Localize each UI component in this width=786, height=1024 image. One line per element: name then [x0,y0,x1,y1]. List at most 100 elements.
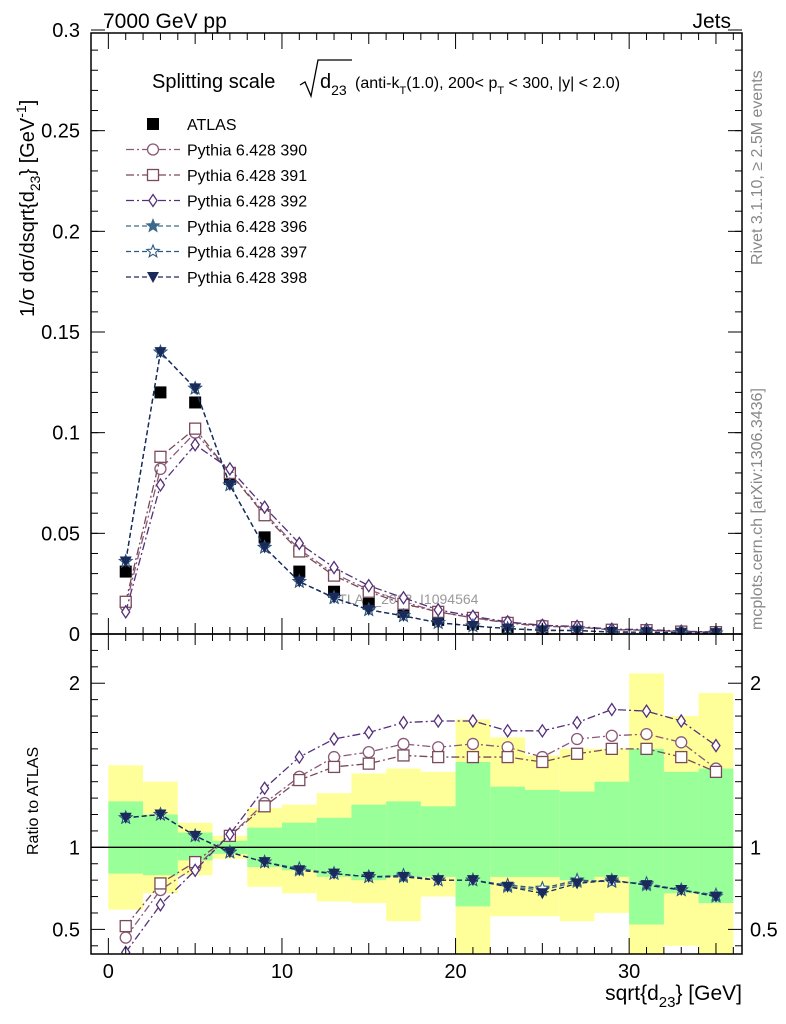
process-label: Jets [692,10,731,33]
title-alg: (anti-k [355,75,400,92]
data-point [572,715,582,730]
ratio-ylabel: Ratio to ATLAS [25,747,42,855]
data-point [154,347,167,359]
legend-marker [148,193,158,208]
main-ylabel: 1/σ dσ/dsqrt{d23} [GeV-1] [13,100,43,317]
data-point [363,578,374,593]
data-point [466,750,480,764]
legend-marker [145,217,161,233]
xtick-label: 10 [271,961,293,983]
data-point [259,781,270,796]
sqrt-sign-icon [299,59,352,99]
legend-entry: Pythia 6.428 397 [126,243,307,262]
data-point [363,725,374,740]
data-point [433,713,443,729]
data-point [362,871,375,883]
data-point [154,809,167,821]
data-point [329,560,339,575]
data-point [502,723,513,738]
data-point [571,878,584,890]
data-point [397,749,410,762]
data-point [362,604,375,616]
data-point [119,931,132,944]
axes-layer: 00.050.10.150.20.250.30.5 0.51 12 20 10 20 30 [41,20,778,983]
data-point [327,760,341,774]
data-point [466,737,480,751]
main-ytick-label: 0.05 [41,523,80,545]
data-point [294,536,305,551]
data-point [605,729,618,742]
legend-label: ATLAS [187,117,237,134]
data-point [190,863,200,878]
title-alg-rest: (1.0), 200< p [406,75,497,92]
inner-band-bin [698,768,734,904]
series-line-3 [125,443,716,633]
title-pt-sub: T [497,85,504,97]
data-point [155,477,166,493]
data-point [119,556,132,568]
legend-entry: Pythia 6.428 398 [126,270,307,287]
data-point [328,592,341,604]
main-ytick-label: 0.25 [41,121,80,143]
data-point [154,877,167,890]
data-point [293,865,306,877]
data-point [709,765,723,778]
legend-entry: Pythia 6.428 391 [126,168,307,185]
xtick-label: 20 [444,961,466,983]
main-ytick-label: 0 [69,624,80,646]
data-point [501,881,514,893]
legend-label: Pythia 6.428 397 [187,245,307,262]
main-ytick-label: 0.2 [52,221,80,243]
data-point [258,531,271,544]
legend-entry: ATLAS [147,117,237,134]
data-point [328,868,341,880]
legend-entry: Pythia 6.428 392 [126,193,307,211]
title-sqrt-var: d [320,71,331,93]
legend-marker [147,118,159,130]
data-point [676,713,687,729]
xtick-label: 0 [103,961,114,983]
data-point [397,871,410,883]
data-point [154,450,167,463]
energy-label: 7000 GeV pp [103,10,227,33]
svg-text:Splitting scale: Splitting scale [152,71,275,93]
inner-band-bin [351,804,387,881]
svg-text:(anti-kT(1.0), 200< pT < 300,: (anti-kT(1.0), 200< pT < 300, |y| < 2.0) [355,75,620,97]
data-point [711,738,721,753]
data-point [223,847,236,859]
data-point [675,750,688,764]
data-point [537,723,548,738]
data-point [397,737,410,751]
data-point [709,891,722,903]
data-point [432,875,445,887]
data-point [189,383,202,395]
data-point [536,888,549,900]
legend-marker [146,143,160,156]
data-point [398,590,409,605]
legend-label: Pythia 6.428 396 [187,219,307,236]
data-point [294,749,305,765]
title-prefix: Splitting scale [152,71,275,93]
inner-band-bin [663,771,699,894]
data-point [640,727,653,741]
legend-marker [145,243,161,258]
data-point [259,499,270,515]
main-ytick-label: 0.15 [41,322,80,344]
inner-band-bin [559,791,595,881]
series-5 [119,809,722,903]
rivet-label: Rivet 3.1.10, ≥ 2.5M events [749,70,766,265]
data-point [119,919,132,933]
mcplots-label: mcplots.cern.ch [arXiv:1306.3436] [749,388,766,630]
data-point [607,702,617,717]
series-6 [119,347,722,635]
data-point [155,897,166,912]
inner-band-bin [386,801,421,877]
ratio-ytick-label-right: 1 [750,837,761,859]
legend-marker [146,168,160,182]
data-point [258,857,271,869]
data-point [501,750,514,764]
data-point [293,565,306,578]
inner-band-bin [594,781,630,877]
legend-label: Pythia 6.428 391 [187,168,307,185]
ratio-uncertainty-bands [91,673,742,954]
